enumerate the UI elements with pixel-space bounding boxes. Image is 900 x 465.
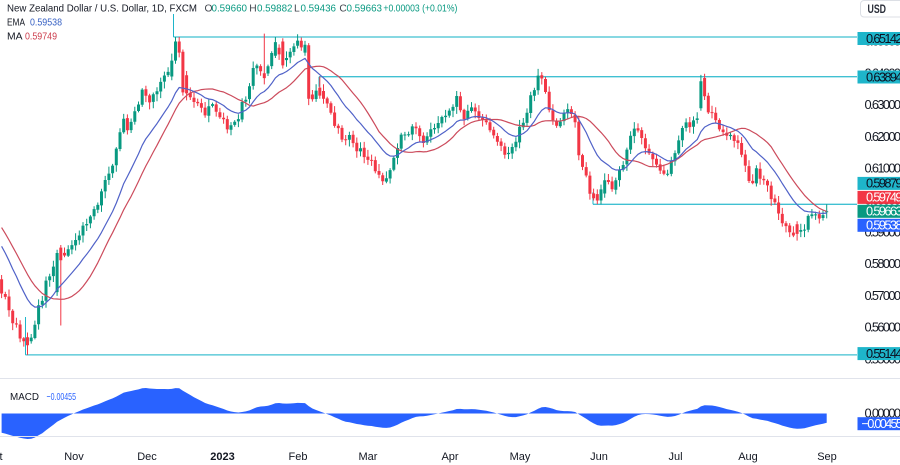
- svg-text:H: H: [249, 4, 256, 15]
- svg-text:0.63894: 0.63894: [866, 69, 900, 84]
- svg-text:Dec: Dec: [137, 451, 157, 463]
- svg-text:+0.00003 (+0.01%): +0.00003 (+0.01%): [383, 4, 457, 15]
- svg-text:−0.00455: −0.00455: [862, 416, 900, 431]
- svg-text:0.00000: 0.00000: [865, 406, 900, 421]
- svg-text:Oct: Oct: [0, 451, 3, 463]
- svg-text:Jul: Jul: [668, 451, 682, 463]
- svg-text:Nov: Nov: [64, 451, 84, 463]
- svg-text:Sep: Sep: [817, 451, 837, 463]
- svg-text:MACD: MACD: [10, 392, 39, 403]
- svg-text:−0.00455: −0.00455: [47, 392, 77, 403]
- svg-text:Jun: Jun: [590, 451, 608, 463]
- svg-text:0.59538: 0.59538: [30, 18, 62, 29]
- svg-text:Aug: Aug: [738, 451, 758, 463]
- svg-text:L: L: [294, 4, 300, 15]
- svg-text:0.59663: 0.59663: [866, 204, 900, 219]
- svg-text:0.55144: 0.55144: [866, 346, 900, 361]
- svg-text:0.56000: 0.56000: [865, 320, 900, 335]
- svg-text:0.58000: 0.58000: [865, 256, 900, 271]
- svg-text:MA: MA: [7, 32, 23, 43]
- svg-text:0.59436: 0.59436: [301, 4, 337, 15]
- svg-text:New Zealand Dollar / U.S. Doll: New Zealand Dollar / U.S. Dollar, 1D, FX…: [7, 4, 197, 15]
- svg-text:0.59663: 0.59663: [347, 4, 383, 15]
- svg-text:0.59749: 0.59749: [866, 190, 900, 205]
- svg-text:0.61000: 0.61000: [865, 161, 900, 176]
- svg-text:0.63000: 0.63000: [865, 97, 900, 112]
- svg-text:EMA: EMA: [7, 18, 25, 29]
- svg-text:0.59749: 0.59749: [25, 32, 57, 43]
- svg-text:0.59879: 0.59879: [866, 176, 900, 191]
- svg-text:Mar: Mar: [359, 451, 378, 463]
- svg-text:Apr: Apr: [441, 451, 458, 463]
- svg-text:USD: USD: [868, 2, 887, 16]
- svg-text:0.59882: 0.59882: [257, 4, 293, 15]
- svg-text:0.62000: 0.62000: [865, 129, 900, 144]
- svg-text:2023: 2023: [210, 451, 234, 463]
- svg-text:May: May: [510, 451, 531, 463]
- svg-text:C: C: [339, 4, 347, 15]
- svg-text:0.65142: 0.65142: [866, 31, 900, 46]
- svg-text:O: O: [205, 4, 213, 15]
- svg-text:0.59660: 0.59660: [212, 4, 248, 15]
- svg-text:Feb: Feb: [289, 451, 308, 463]
- svg-text:0.57000: 0.57000: [865, 288, 900, 303]
- svg-text:0.59538: 0.59538: [866, 218, 900, 233]
